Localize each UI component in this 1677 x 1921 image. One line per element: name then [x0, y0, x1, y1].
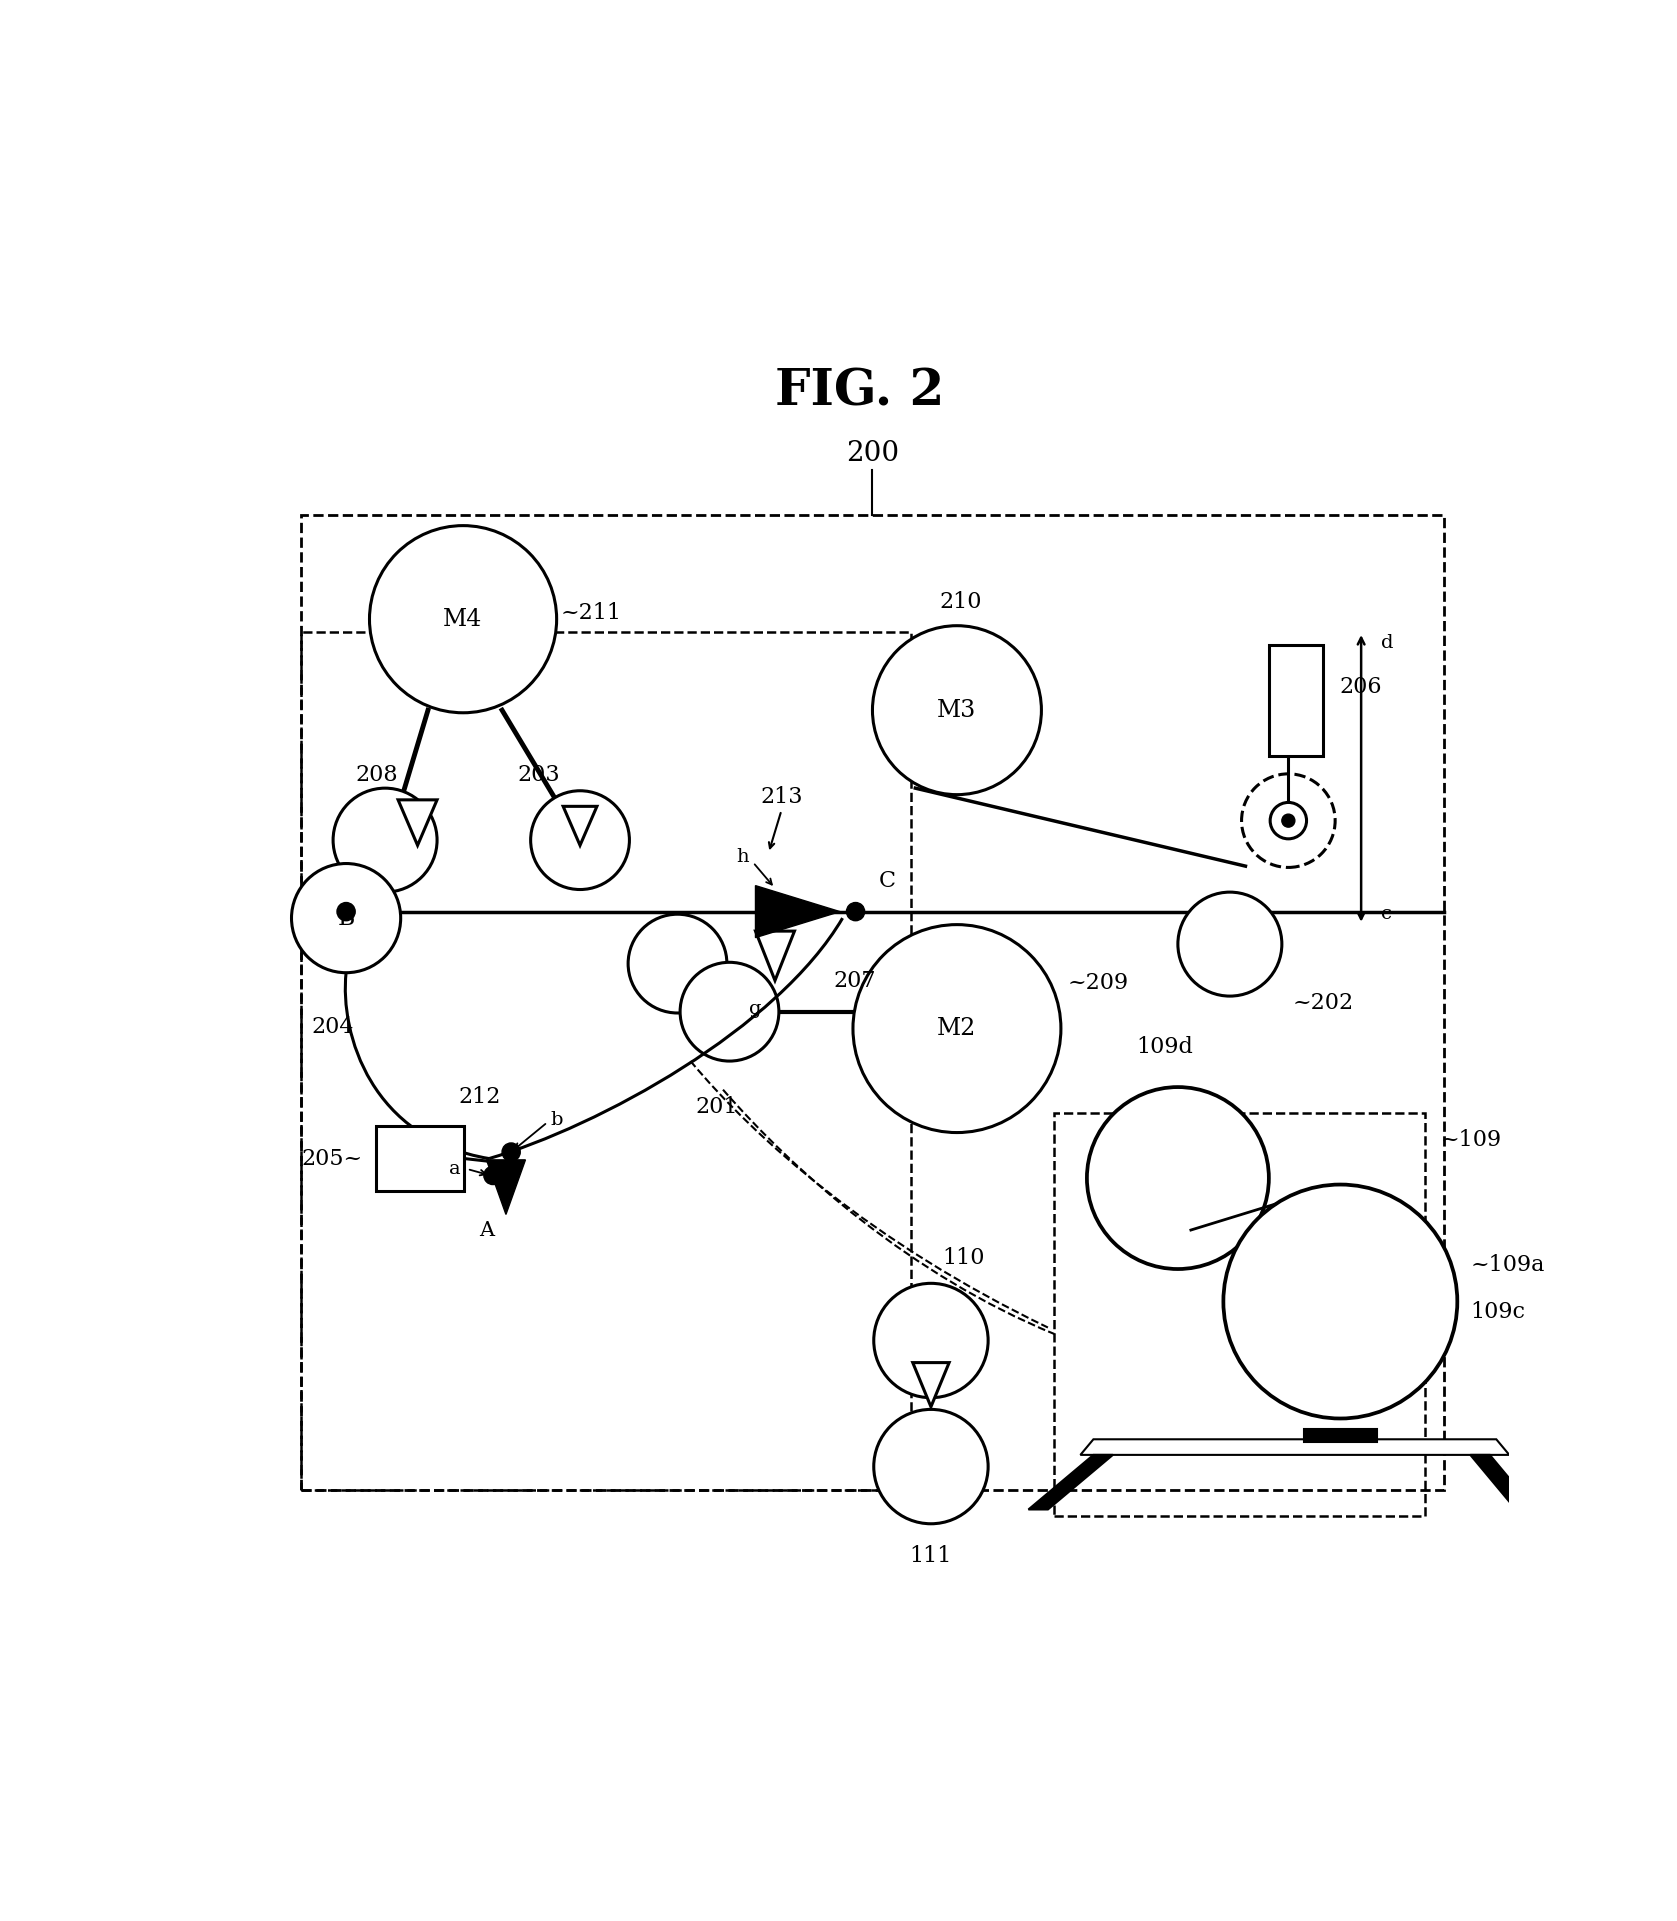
Bar	[300, 515, 1444, 1491]
Text: M2: M2	[937, 1016, 976, 1039]
Circle shape	[369, 526, 557, 713]
Text: ~109a: ~109a	[1471, 1254, 1545, 1276]
Text: c: c	[1380, 905, 1392, 924]
Text: h: h	[736, 847, 750, 866]
Polygon shape	[755, 932, 795, 980]
Text: B: B	[337, 907, 356, 930]
Text: 207: 207	[833, 970, 875, 991]
Text: a: a	[449, 1160, 461, 1178]
Polygon shape	[755, 886, 840, 937]
Circle shape	[847, 903, 865, 920]
Polygon shape	[486, 1160, 525, 1214]
Circle shape	[334, 788, 438, 891]
Circle shape	[1269, 803, 1306, 839]
Circle shape	[874, 1410, 988, 1523]
Text: ~109: ~109	[1441, 1130, 1501, 1151]
Text: 205~: 205~	[302, 1147, 362, 1170]
Text: ~209: ~209	[1067, 972, 1129, 993]
Text: FIG. 2: FIG. 2	[775, 367, 944, 417]
Circle shape	[629, 914, 726, 1012]
Text: b: b	[550, 1110, 563, 1128]
Bar	[1055, 1112, 1425, 1516]
Text: M3: M3	[937, 699, 976, 722]
Polygon shape	[397, 799, 438, 845]
Circle shape	[292, 864, 401, 972]
Text: g: g	[750, 1001, 761, 1018]
Text: 109c: 109c	[1471, 1301, 1526, 1324]
Circle shape	[681, 962, 778, 1060]
Circle shape	[485, 1166, 501, 1185]
Text: ~211: ~211	[560, 601, 622, 624]
Circle shape	[501, 1143, 520, 1160]
Text: 110: 110	[942, 1247, 984, 1270]
Bar	[1305, 1429, 1377, 1443]
Circle shape	[1177, 891, 1281, 997]
Polygon shape	[1471, 1454, 1536, 1510]
Text: 208: 208	[356, 765, 397, 786]
Text: 109d: 109d	[1137, 1037, 1194, 1058]
Text: 212: 212	[459, 1085, 501, 1108]
Text: A: A	[480, 1222, 495, 1239]
Text: d: d	[1380, 634, 1394, 651]
Circle shape	[1087, 1087, 1269, 1270]
Text: ~202: ~202	[1293, 991, 1353, 1014]
Text: 204: 204	[312, 1016, 354, 1037]
Text: 210: 210	[939, 590, 983, 613]
Polygon shape	[1028, 1454, 1114, 1510]
Circle shape	[854, 924, 1062, 1133]
Circle shape	[1281, 815, 1295, 828]
Bar	[1269, 645, 1323, 755]
Circle shape	[530, 791, 629, 889]
Bar	[376, 1126, 465, 1191]
Circle shape	[1223, 1185, 1457, 1418]
Text: 213: 213	[760, 786, 803, 807]
Polygon shape	[912, 1362, 949, 1406]
Text: 200: 200	[845, 440, 899, 467]
Bar	[300, 632, 912, 1491]
Circle shape	[872, 626, 1041, 795]
Polygon shape	[1080, 1439, 1509, 1454]
Text: 201: 201	[696, 1097, 738, 1118]
Polygon shape	[563, 807, 597, 845]
Circle shape	[874, 1283, 988, 1398]
Text: 111: 111	[909, 1544, 953, 1566]
Text: C: C	[879, 870, 896, 891]
Text: 203: 203	[518, 765, 560, 786]
Text: M4: M4	[443, 607, 483, 630]
Circle shape	[337, 903, 356, 920]
Text: 206: 206	[1338, 676, 1382, 699]
